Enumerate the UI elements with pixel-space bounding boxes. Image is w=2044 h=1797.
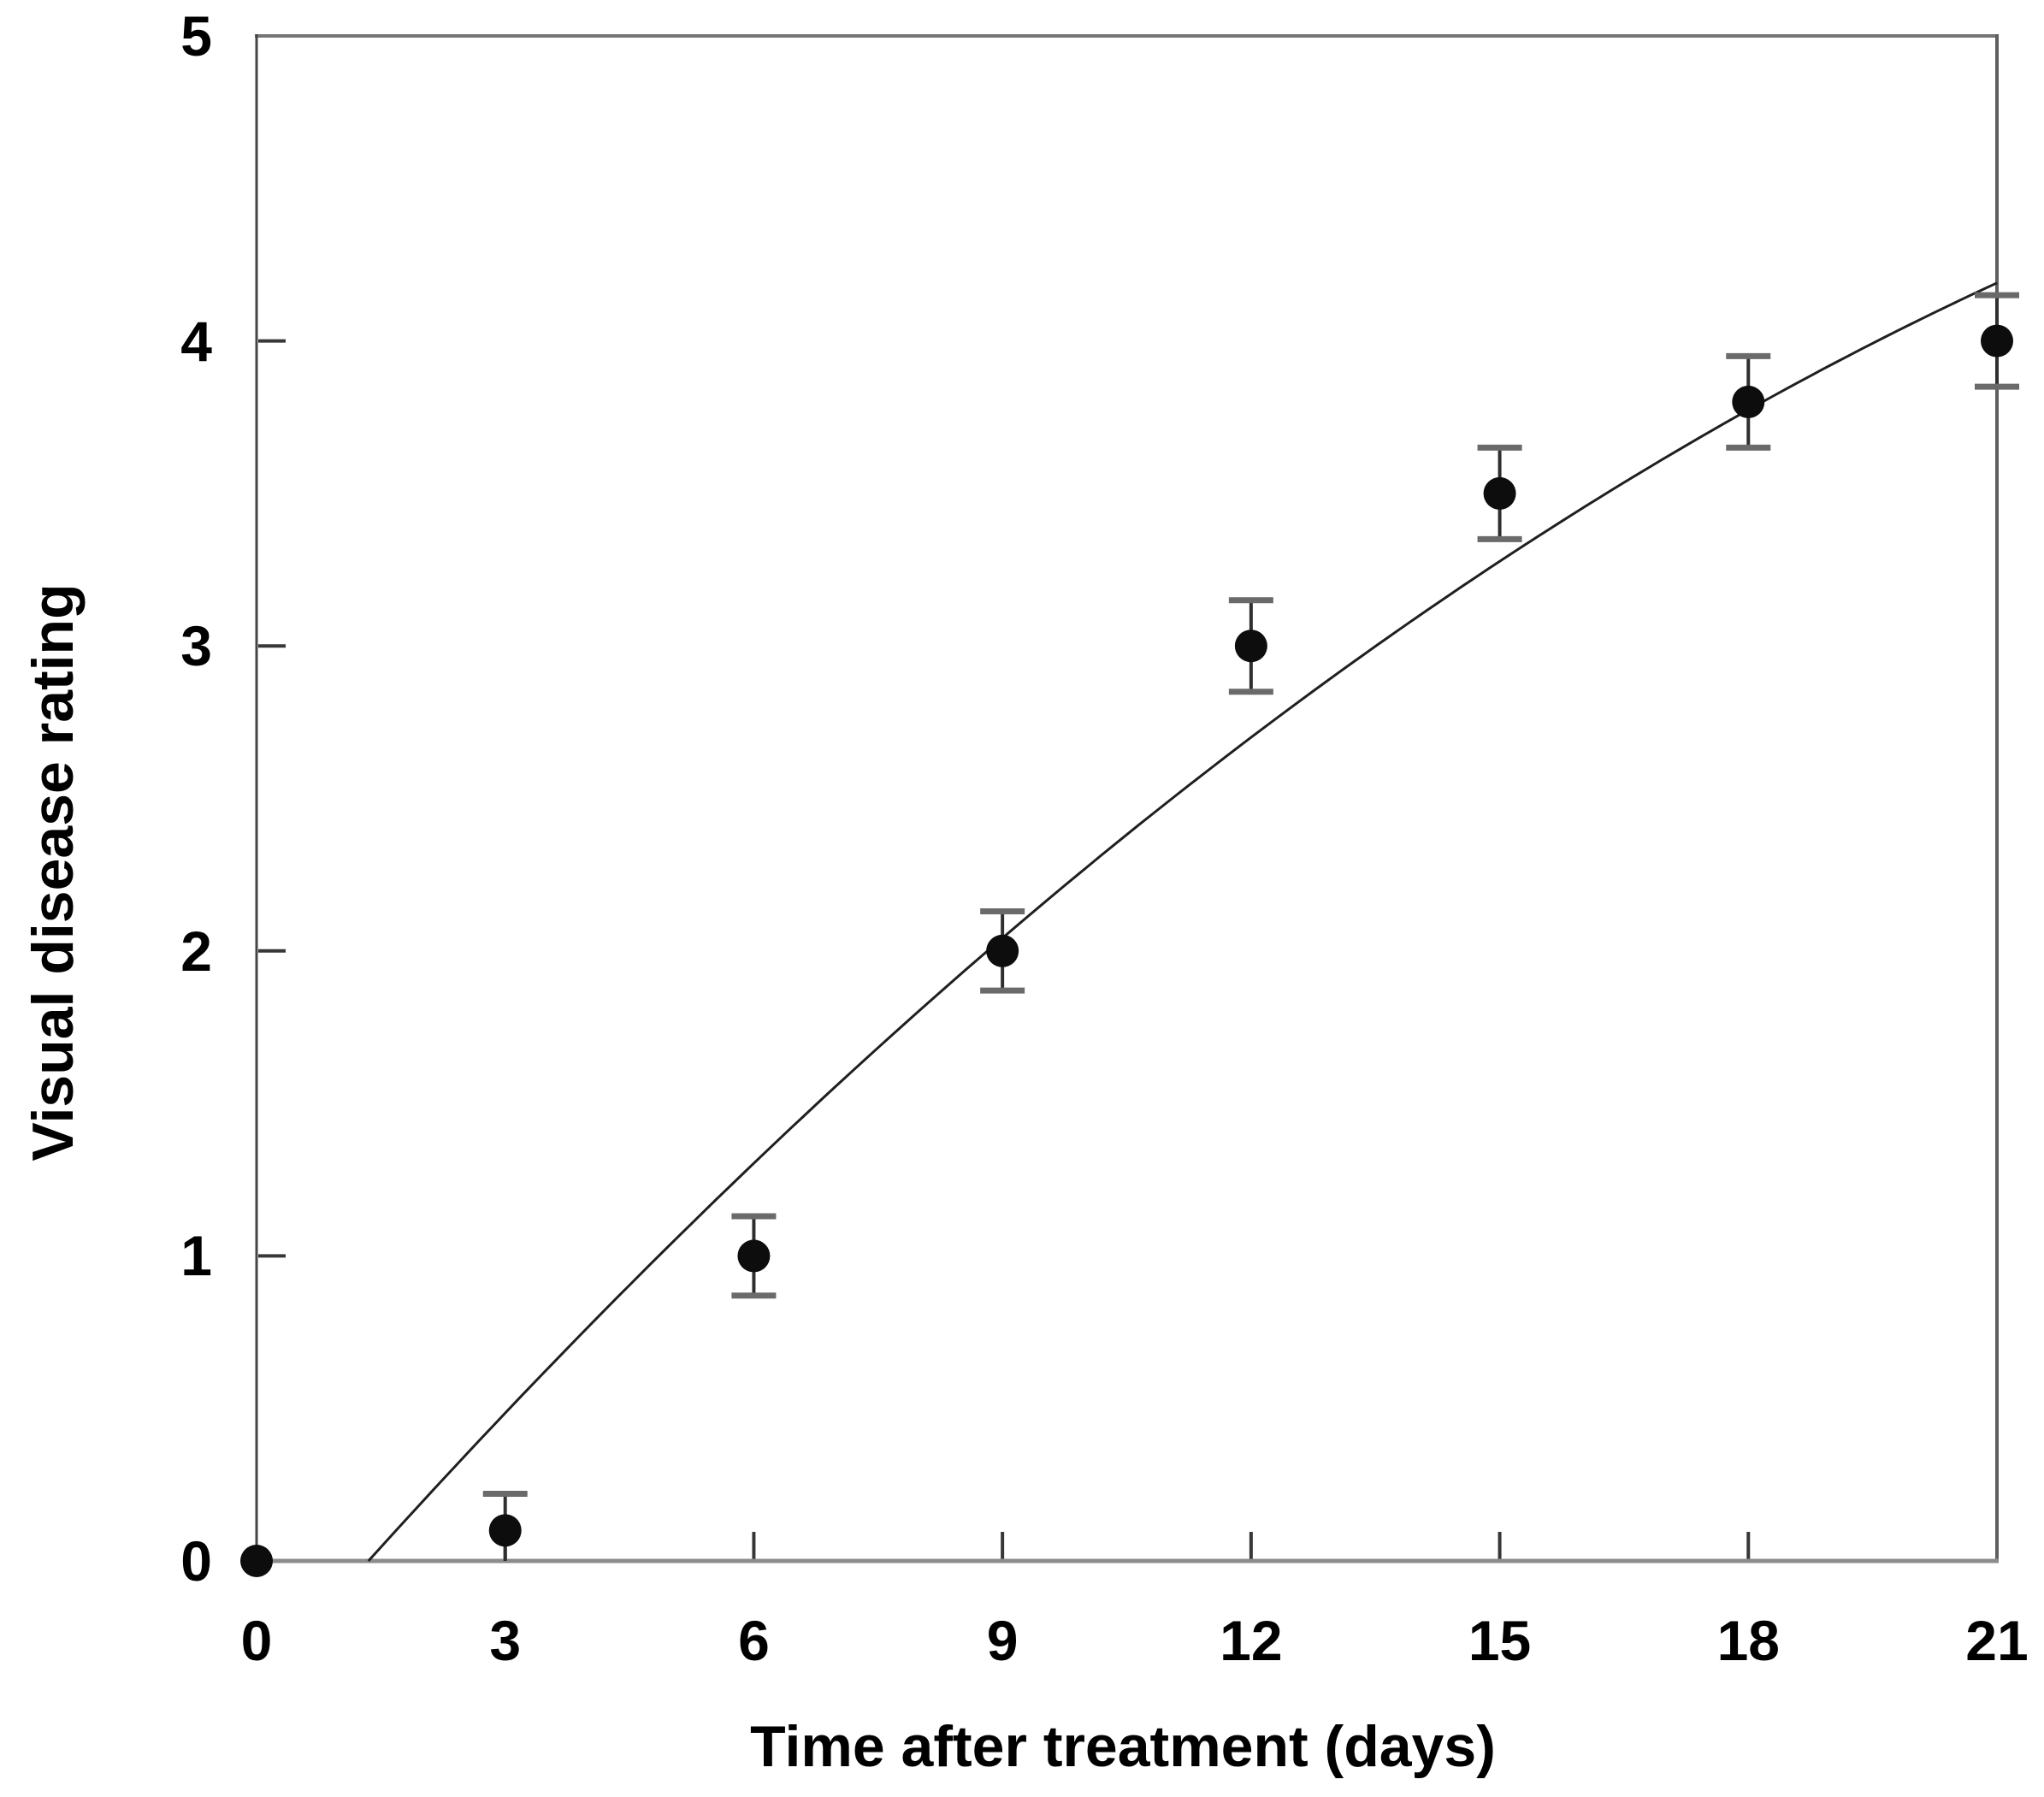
y-tick-label: 4 — [180, 309, 212, 373]
y-tick-label: 0 — [180, 1529, 212, 1593]
data-point — [240, 1545, 273, 1577]
data-point — [1234, 630, 1267, 663]
x-tick-label: 9 — [986, 1609, 1019, 1672]
y-axis-title: Visual disease rating — [21, 583, 86, 1162]
data-point — [1483, 476, 1516, 510]
error-bars — [482, 292, 2019, 1561]
data-point — [986, 934, 1019, 967]
y-tick-label: 3 — [180, 614, 212, 678]
x-tick-label: 6 — [738, 1609, 770, 1672]
fit-curve — [367, 281, 1998, 1563]
y-tick-label: 5 — [180, 4, 212, 68]
x-tick-label: 0 — [240, 1609, 273, 1672]
y-tick-label: 1 — [180, 1224, 212, 1288]
x-tick-label: 12 — [1220, 1609, 1283, 1672]
x-tick-label: 18 — [1716, 1609, 1780, 1672]
x-tick-label: 15 — [1468, 1609, 1532, 1672]
data-point — [488, 1514, 522, 1547]
data-point — [1732, 385, 1765, 418]
data-point — [737, 1239, 771, 1273]
y-tick-label: 2 — [180, 919, 212, 983]
x-tick-label: 21 — [1965, 1609, 2029, 1672]
x-axis-title: Time after treatment (days) — [750, 1714, 1496, 1779]
x-tick-label: 3 — [489, 1609, 522, 1672]
data-point — [1981, 324, 2013, 358]
